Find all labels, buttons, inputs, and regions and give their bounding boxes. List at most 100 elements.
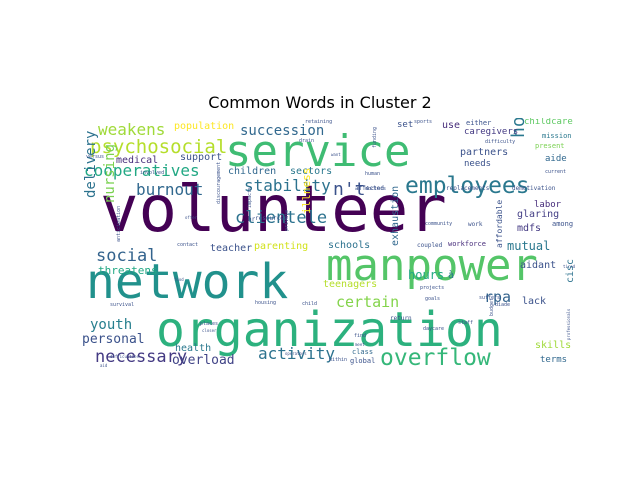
word-workforce: workforce: [448, 240, 486, 248]
word-survival: survival: [110, 302, 134, 308]
word-volunteer: volunteer: [100, 173, 447, 247]
word-sports: sports: [414, 119, 432, 125]
word-class: class: [352, 348, 373, 356]
word-replacements: replacements: [446, 185, 490, 192]
word-difficulty: difficulty: [485, 139, 515, 145]
word-youth: youth: [90, 317, 132, 333]
word-professionals: professionals: [566, 308, 571, 340]
word-manpower: manpower: [326, 240, 538, 291]
word-anticipation: anticipation: [116, 206, 122, 242]
word-medical: medical: [116, 155, 158, 166]
word-network: network: [86, 254, 288, 310]
word-cisc: cisc: [565, 259, 576, 283]
word-population: population: [174, 121, 234, 132]
word-meet: meet: [355, 342, 365, 347]
word-necessary: necessary: [95, 347, 187, 367]
word-mdfs: mdfs: [517, 223, 541, 234]
word-employees: employees: [405, 173, 530, 199]
word-rpa: rpa: [484, 288, 511, 306]
word-skills: skills: [535, 340, 571, 351]
word-sectors: sectors: [290, 166, 332, 177]
word-organization: organization: [156, 302, 503, 358]
word-drain: drain: [299, 138, 314, 144]
word-goals: goals: [425, 296, 440, 302]
word-social: social: [96, 246, 157, 266]
word-parenting: parenting: [254, 241, 308, 252]
word-global: global: [350, 357, 375, 365]
word-support: support: [180, 152, 222, 163]
word-daycare: daycare: [423, 326, 444, 332]
word-stability: stability: [244, 176, 331, 195]
word-terms: terms: [540, 355, 567, 365]
word-illness: illness: [300, 168, 313, 214]
word-resources: resources: [255, 215, 288, 222]
word-suffers: suffers: [479, 295, 500, 301]
word-staff: staff: [458, 320, 473, 326]
word-operators: operators: [285, 351, 307, 356]
figure-title: Common Words in Cluster 2: [208, 93, 432, 112]
word-involved: involved: [140, 170, 164, 176]
word-personal: personal: [82, 332, 145, 347]
word-private: private: [284, 210, 290, 231]
word-within: within: [329, 357, 347, 363]
word-budget: budget: [489, 298, 495, 316]
word-succession: succession: [240, 123, 324, 139]
word-children: children: [228, 166, 276, 177]
word-glaring: glaring: [517, 209, 559, 220]
word-exhaustion: exhaustion: [390, 186, 401, 246]
word-tired: tired: [563, 264, 576, 269]
word-versus: versus: [86, 154, 104, 160]
word-doctors: doctors: [365, 186, 386, 192]
word-food: food: [174, 277, 184, 282]
word-use: use: [442, 120, 460, 131]
word-teenagers: teenagers: [323, 279, 377, 290]
word-set: set: [397, 120, 413, 130]
word-difficulties: difficulties: [110, 354, 139, 359]
word-work: work: [468, 221, 483, 228]
word-weakens: weakens: [98, 120, 165, 139]
word-cloud-panel: volunteer network organization service manpo…: [80, 118, 576, 374]
word-affected: affected: [355, 185, 384, 192]
word-home: home: [508, 118, 529, 138]
word-needs: needs: [464, 159, 491, 169]
word-coupled: coupled: [417, 242, 443, 249]
word-closer: closer: [202, 328, 217, 333]
word-diade: diade: [495, 302, 510, 308]
word-community: community: [425, 221, 452, 227]
word-aid: aid: [100, 363, 108, 368]
word-contact: contact: [177, 242, 198, 248]
word-schools: schools: [328, 240, 370, 251]
word-discouragement: discouragement: [216, 162, 222, 204]
word-aide: aide: [545, 154, 567, 164]
word-service: service: [225, 126, 410, 177]
word-child: child: [302, 301, 317, 307]
word-funding: funding: [372, 127, 378, 148]
word-nursing: nursing: [102, 144, 118, 203]
word-offer: offer: [185, 215, 198, 220]
word-hours: hours: [408, 268, 444, 282]
word-affordable: affordable: [495, 200, 504, 248]
word-delivery: delivery: [83, 131, 99, 198]
word-overflow: overflow: [380, 345, 491, 371]
word-caregivers: caregivers: [464, 127, 518, 137]
word-demotivation: demotivation: [512, 185, 556, 192]
word-nt: n't: [333, 179, 366, 200]
word-burnout: burnout: [136, 180, 203, 199]
word-projects: projects: [420, 285, 444, 291]
word-mission: mission: [542, 132, 572, 140]
word-aidant: aidant: [520, 260, 556, 271]
word-impacts: impacts: [247, 187, 253, 208]
word-among: among: [552, 220, 573, 228]
word-health: health: [175, 343, 211, 354]
word-threatens: threatens: [98, 264, 158, 277]
word-cooperatives: cooperatives: [84, 161, 200, 180]
word-psychosocial: psychosocial: [90, 136, 227, 158]
word-housing: housing: [255, 300, 276, 306]
word-labor: labor: [534, 200, 562, 210]
word-return: return: [390, 315, 412, 322]
word-retaining: retaining: [305, 119, 332, 125]
word-overload: overload: [172, 353, 235, 368]
word-clientele: clientele: [235, 208, 327, 228]
word-a-grave: à: [448, 269, 454, 281]
